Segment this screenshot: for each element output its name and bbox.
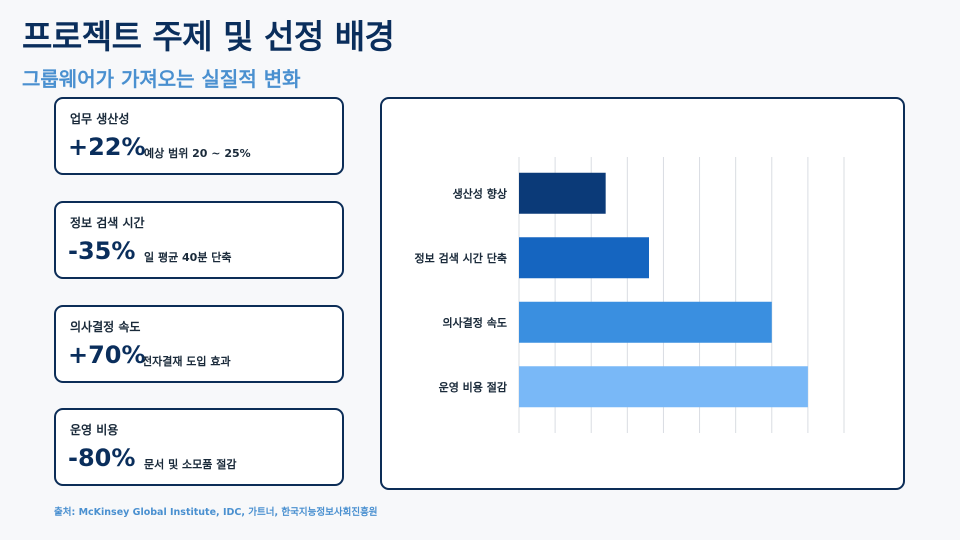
stat-card-decision-speed: 의사결정 속도 +70% 전자결재 도입 효과 [54, 305, 344, 383]
category-label: 정보 검색 시간 단축 [415, 251, 507, 265]
category-label: 생산성 향상 [453, 186, 507, 200]
stat-card-search-time: 정보 검색 시간 -35% 일 평균 40분 단축 [54, 201, 344, 279]
stat-card-productivity: 업무 생산성 +22% 예상 범위 20 ~ 25% [54, 97, 344, 175]
stat-card-note: 전자결재 도입 효과 [142, 355, 231, 368]
stat-card-value: -80% [68, 444, 136, 472]
category-label: 운영 비용 절감 [439, 380, 507, 394]
stat-card-operating-cost: 운영 비용 -80% 문서 및 소모품 절감 [54, 408, 344, 486]
stat-card-note: 일 평균 40분 단축 [144, 251, 232, 264]
stat-card-value: +22% [68, 133, 146, 161]
bar-3 [519, 301, 772, 343]
bar-1 [519, 172, 606, 214]
stat-card-note: 예상 범위 20 ~ 25% [144, 147, 251, 160]
stat-card-label: 의사결정 속도 [70, 320, 141, 334]
stat-card-value: +70% [68, 341, 146, 369]
stat-card-label: 운영 비용 [70, 423, 119, 437]
stat-card-value: -35% [68, 237, 136, 265]
stat-card-note: 문서 및 소모품 절감 [144, 458, 237, 471]
bar-4 [519, 366, 808, 408]
category-label: 의사결정 속도 [442, 315, 507, 329]
stat-card-label: 업무 생산성 [70, 112, 130, 126]
source-citation: 출처: McKinsey Global Institute, IDC, 가트너,… [54, 507, 378, 518]
bar-2 [519, 237, 649, 279]
stat-card-label: 정보 검색 시간 [70, 216, 145, 230]
page-subtitle: 그룹웨어가 가져오는 실질적 변화 [22, 67, 301, 91]
page-title: 프로젝트 주제 및 선정 배경 [22, 17, 395, 56]
